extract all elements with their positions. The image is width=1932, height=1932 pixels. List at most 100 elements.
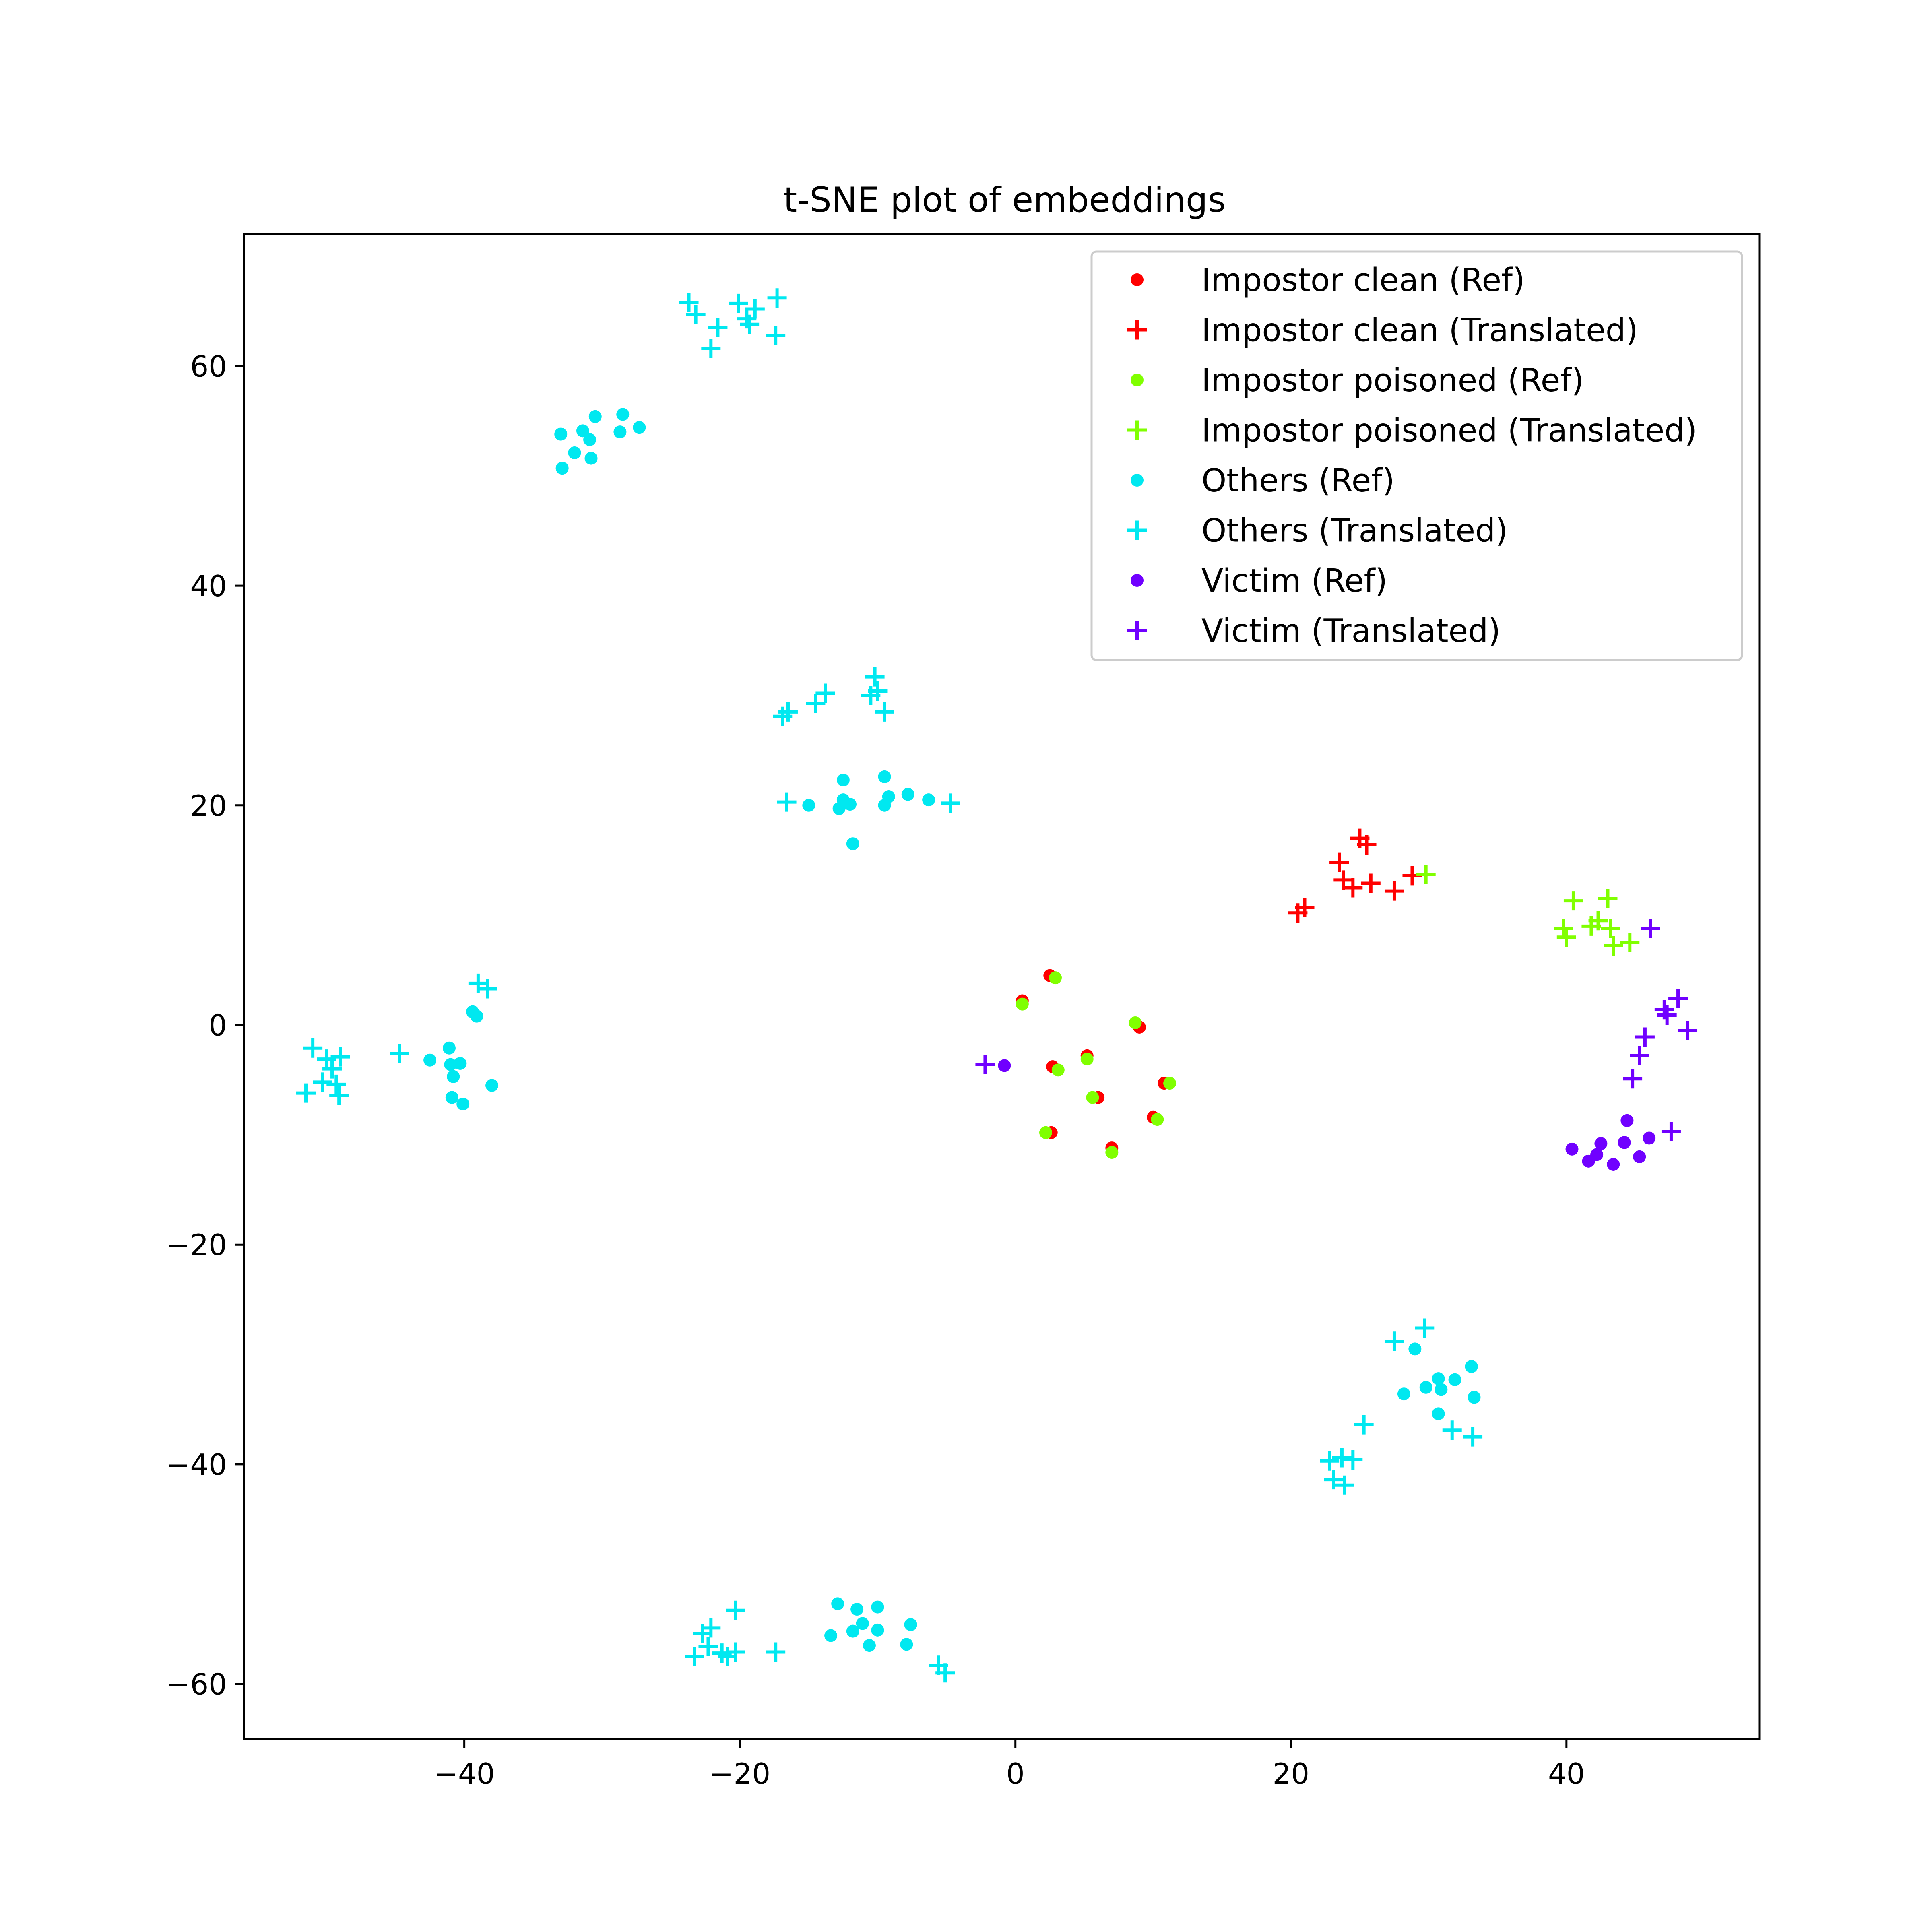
legend-dot-marker — [1131, 374, 1144, 386]
data-point-dot — [1397, 1387, 1410, 1401]
data-point-dot — [863, 1639, 876, 1652]
data-point-plus — [326, 1074, 346, 1094]
data-point-dot — [633, 421, 646, 434]
data-point-dot — [871, 1623, 884, 1637]
data-point-dot — [998, 1059, 1011, 1072]
data-point-plus — [329, 1086, 349, 1105]
plot-border — [243, 233, 1761, 1740]
data-point-plus — [1556, 927, 1576, 947]
data-point-plus — [1661, 1122, 1681, 1141]
data-point-plus — [726, 1600, 745, 1620]
data-point-dot — [1432, 1407, 1445, 1420]
legend: Impostor clean (Ref) Impostor clean (Tran… — [1090, 250, 1743, 661]
data-point-dot — [1419, 1381, 1432, 1394]
data-point-dot — [1618, 1136, 1631, 1149]
data-point-plus — [303, 1038, 323, 1058]
data-point-plus — [1604, 936, 1623, 956]
data-point-plus — [679, 293, 699, 312]
data-point-plus — [1668, 989, 1688, 1009]
legend-entry: Impostor poisoned (Translated) — [1127, 412, 1697, 449]
data-point-plus — [1601, 919, 1620, 938]
data-point-plus — [317, 1049, 336, 1069]
x-tick-label: 40 — [1548, 1757, 1585, 1791]
data-point-dot — [904, 1618, 917, 1631]
data-point-plus — [1641, 919, 1660, 938]
data-point-dot — [1080, 1053, 1094, 1066]
legend-entry: Victim (Ref) — [1131, 562, 1387, 599]
data-point-plus — [686, 305, 706, 324]
data-point-dot — [802, 799, 815, 812]
data-point-plus — [868, 681, 888, 701]
data-point-dot — [1565, 1142, 1579, 1156]
data-point-dot — [1607, 1158, 1620, 1171]
series-2 — [1016, 971, 1177, 1159]
legend-entry: Impostor clean (Ref) — [1131, 262, 1525, 299]
legend-plus-marker — [1127, 520, 1147, 540]
data-point-plus — [701, 339, 721, 358]
y-axis: −60 −40 −20 0 20 40 60 — [166, 349, 244, 1701]
data-point-dot — [824, 1629, 838, 1642]
series-4 — [423, 408, 1481, 1652]
data-point-plus — [1416, 865, 1436, 884]
data-point-dot — [1590, 1148, 1604, 1161]
data-point-dot — [901, 788, 914, 801]
data-point-plus — [1588, 911, 1608, 931]
x-tick-label: −40 — [434, 1757, 495, 1791]
series-1 — [1288, 828, 1422, 923]
data-point-plus — [1554, 919, 1573, 938]
legend-label: Victim (Translated) — [1201, 613, 1501, 650]
x-tick-label: −20 — [709, 1757, 770, 1791]
data-point-dot — [1620, 1114, 1634, 1127]
data-point-dot — [871, 1600, 884, 1614]
data-point-dot — [856, 1617, 869, 1630]
data-point-plus — [1324, 1470, 1344, 1490]
data-point-plus — [941, 793, 960, 813]
data-point-plus — [766, 326, 786, 345]
data-point-plus — [745, 299, 765, 319]
y-tick-label: −40 — [166, 1448, 227, 1482]
legend-plus-marker — [1127, 420, 1147, 440]
y-tick-label: −20 — [166, 1228, 227, 1262]
data-point-plus — [1635, 1027, 1655, 1047]
data-point-plus — [1657, 1005, 1677, 1025]
data-point-plus — [1463, 1427, 1483, 1447]
legend-label: Impostor poisoned (Translated) — [1201, 412, 1697, 449]
y-tick-label: −60 — [166, 1668, 227, 1701]
data-point-dot — [1105, 1146, 1119, 1159]
legend-items: Impostor clean (Ref) Impostor clean (Tran… — [1127, 262, 1697, 650]
data-point-plus — [1620, 933, 1640, 952]
series-5 — [296, 288, 1483, 1683]
legend-box — [1090, 250, 1743, 661]
x-tick-label: 20 — [1272, 1757, 1309, 1791]
data-point-plus — [296, 1083, 316, 1103]
data-point-plus — [740, 314, 760, 334]
legend-entry: Others (Translated) — [1127, 512, 1508, 549]
legend-entry: Others (Ref) — [1131, 462, 1395, 499]
legend-entry: Impostor poisoned (Ref) — [1131, 362, 1584, 399]
data-point-dot — [1643, 1131, 1656, 1145]
data-point-plus — [1630, 1046, 1649, 1065]
data-point-plus — [322, 1059, 342, 1079]
points-layer — [296, 288, 1698, 1683]
data-point-dot — [1129, 1016, 1142, 1030]
data-point-dot — [1465, 1360, 1478, 1373]
chart-title: t-SNE plot of embeddings — [784, 180, 1226, 220]
legend-entry: Impostor clean (Translated) — [1127, 312, 1638, 349]
data-point-dot — [423, 1053, 437, 1067]
data-point-plus — [313, 1072, 332, 1092]
data-point-plus — [1332, 1448, 1352, 1468]
data-point-dot — [576, 424, 589, 438]
y-tick-label: 20 — [190, 789, 227, 823]
data-point-plus — [975, 1055, 995, 1074]
data-point-dot — [456, 1097, 470, 1110]
data-point-dot — [470, 1009, 483, 1023]
data-point-plus — [777, 792, 797, 812]
data-point-plus — [729, 293, 748, 313]
y-tick-label: 60 — [190, 349, 227, 383]
data-point-dot — [568, 446, 581, 459]
data-point-plus — [935, 1663, 955, 1683]
legend-entry: Victim (Translated) — [1127, 613, 1501, 650]
data-point-dot — [588, 410, 602, 423]
data-point-dot — [442, 1041, 456, 1055]
legend-plus-marker — [1127, 621, 1147, 640]
